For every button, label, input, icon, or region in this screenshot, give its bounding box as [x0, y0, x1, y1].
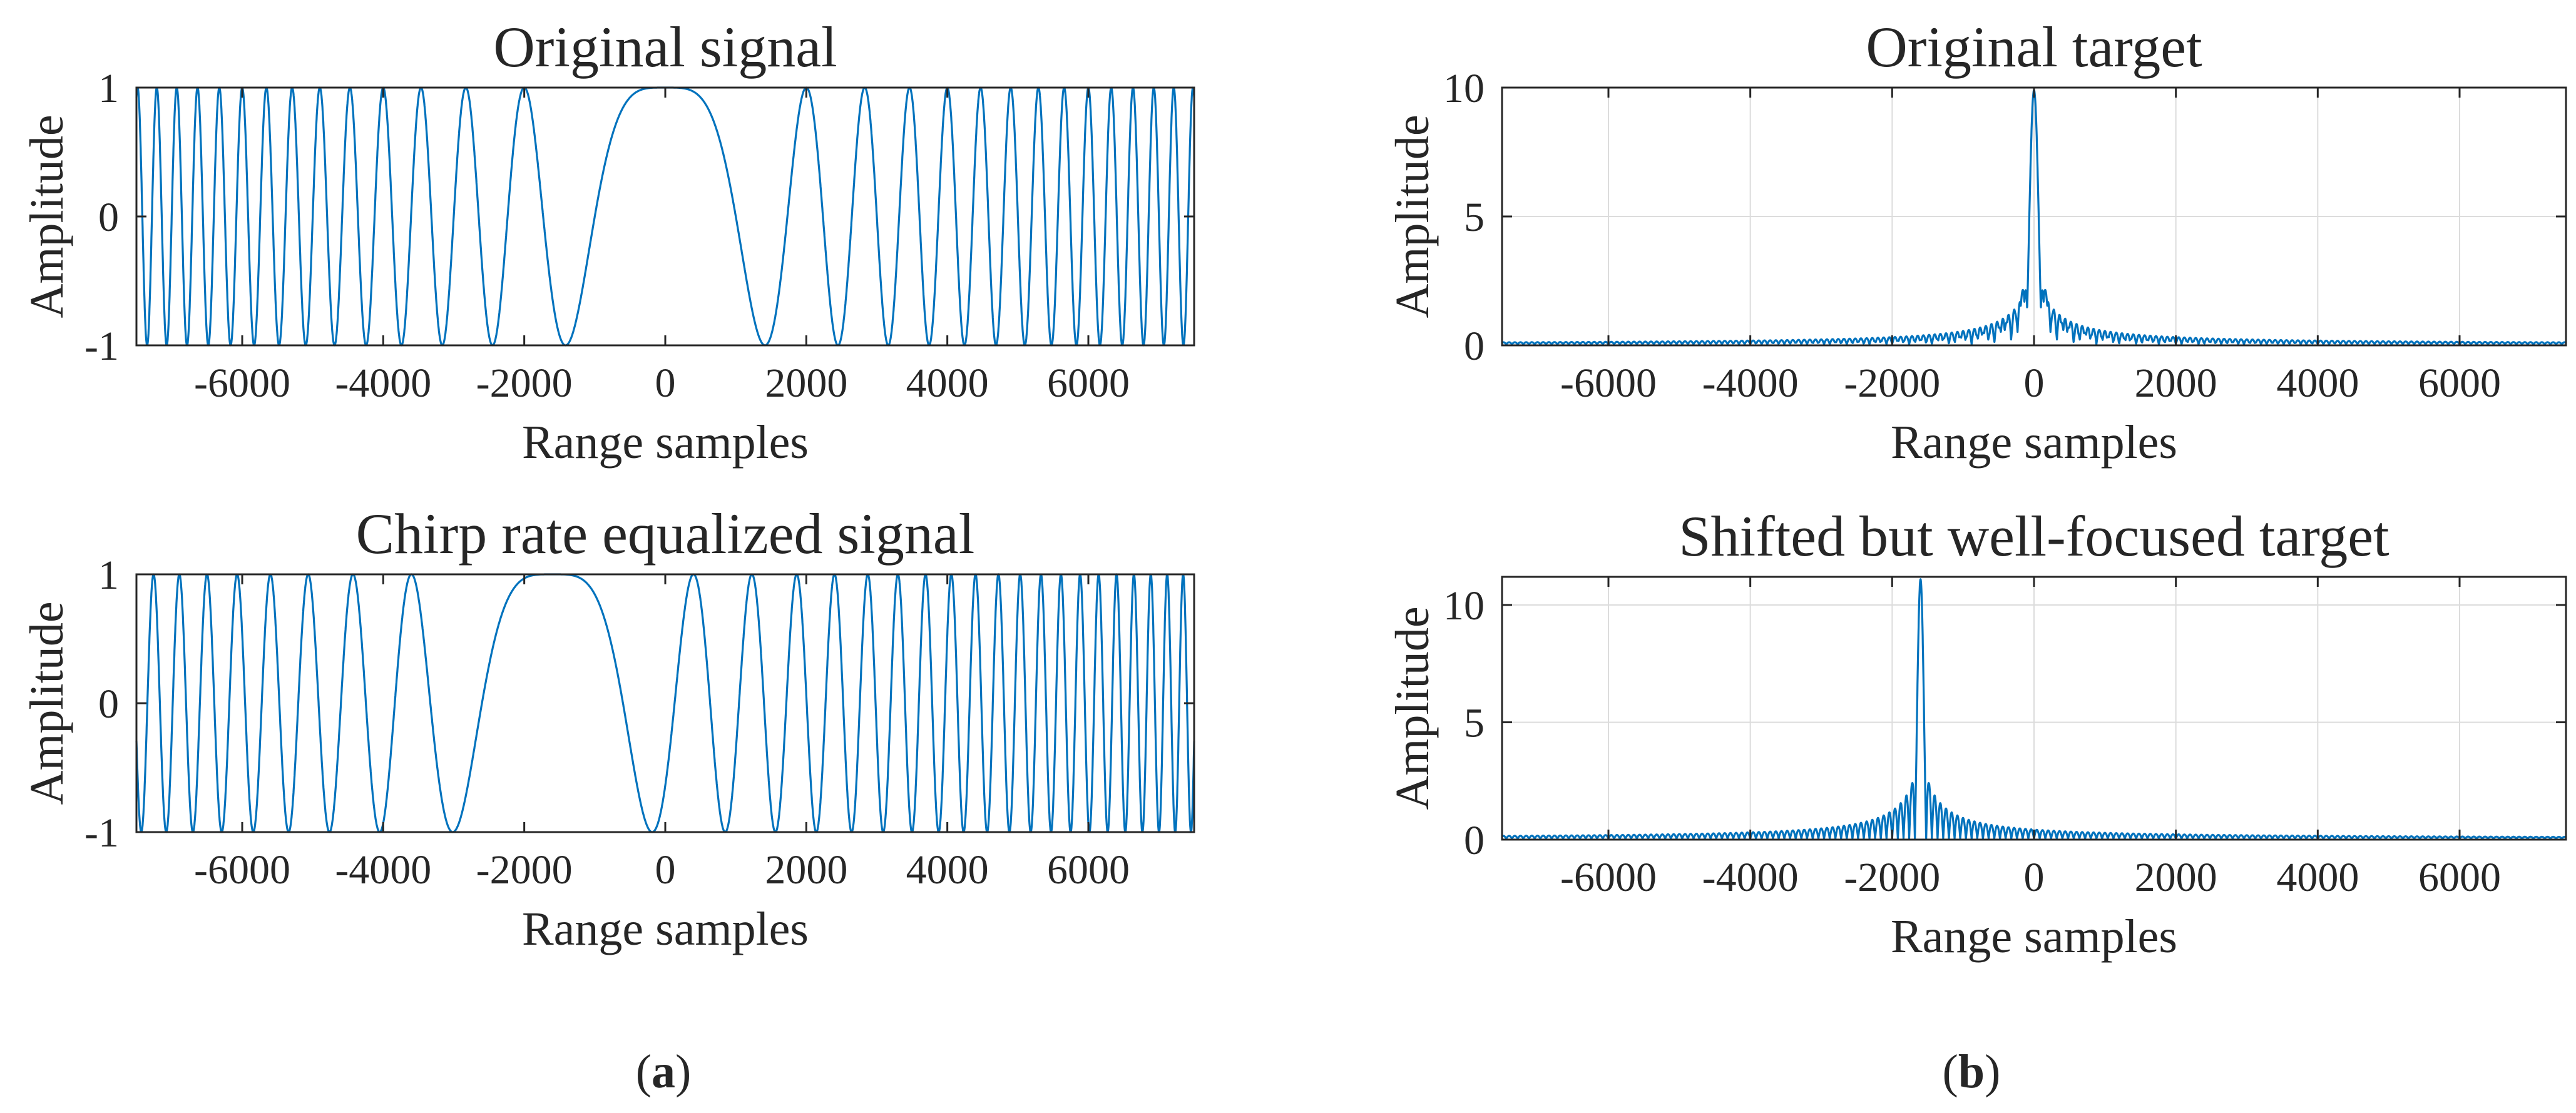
- x-tick-label: -4000: [335, 360, 431, 406]
- x-tick-label: -4000: [1702, 855, 1799, 900]
- chart-a1: -6000 -4000 -2000 0 2000 4000 6000 -1 0 1 Original…: [21, 15, 1195, 469]
- chart-b2: -6000 -4000 -2000 0 2000 4000 6000 0 5 10 Shifted …: [1386, 504, 2567, 963]
- x-tick-label: 0: [2024, 855, 2045, 900]
- x-tick-label: 6000: [2418, 855, 2501, 900]
- chart-a2: -6000 -4000 -2000 0 2000 4000 6000 -1 0 1 Chirp ra…: [21, 502, 1195, 955]
- x-tick-label: 2000: [765, 847, 847, 893]
- x-tick-label: 0: [655, 847, 676, 893]
- x-tick-label: 4000: [906, 360, 989, 406]
- x-tick-label: 6000: [1047, 847, 1130, 893]
- y-tick-label: 5: [1464, 195, 1485, 240]
- y-axis-label: Amplitude: [21, 114, 73, 318]
- x-tick-label: 2000: [765, 360, 847, 406]
- x-tick-label: -4000: [1702, 360, 1799, 406]
- y-tick-label: 0: [98, 195, 119, 240]
- x-tick-label: 0: [2024, 360, 2045, 406]
- y-tick-label: 1: [98, 552, 119, 598]
- y-tick-label: 0: [98, 681, 119, 727]
- y-tick-label: -1: [84, 323, 119, 369]
- y-tick-label: 5: [1464, 701, 1485, 746]
- x-tick-label: 0: [655, 360, 676, 406]
- y-tick-label: 10: [1443, 66, 1485, 111]
- chart-b1: -6000 -4000 -2000 0 2000 4000 6000 0 5 10 Original…: [1386, 15, 2567, 469]
- x-tick-label: 4000: [2276, 855, 2359, 900]
- x-tick-label: -2000: [1844, 855, 1940, 900]
- y-axis-label: Amplitude: [21, 601, 73, 805]
- x-tick-label: -4000: [335, 847, 431, 893]
- x-tick-label: -2000: [476, 847, 573, 893]
- chart-title: Original target: [1866, 15, 2202, 79]
- x-tick-label: 2000: [2135, 855, 2217, 900]
- x-axis-label: Range samples: [522, 903, 809, 955]
- x-tick-label: 6000: [1047, 360, 1130, 406]
- plots-layer: -6000 -4000 -2000 0 2000 4000 6000 -1 0 1 Original…: [21, 15, 2567, 963]
- x-tick-label: 6000: [2418, 360, 2501, 406]
- x-tick-label: -6000: [194, 360, 290, 406]
- x-axis-label: Range samples: [1891, 416, 2177, 469]
- panel-label-a: (a): [636, 1045, 692, 1098]
- x-axis-label: Range samples: [522, 416, 809, 469]
- y-tick-label: 1: [98, 66, 119, 111]
- x-tick-label: 4000: [906, 847, 989, 893]
- panel-label-b: (b): [1943, 1045, 2001, 1098]
- y-tick-label: -1: [84, 810, 119, 856]
- x-axis-label: Range samples: [1891, 910, 2177, 963]
- y-tick-label: 0: [1464, 323, 1485, 369]
- x-tick-label: -2000: [1844, 360, 1940, 406]
- y-tick-label: 0: [1464, 818, 1485, 863]
- x-tick-label: 4000: [2276, 360, 2359, 406]
- y-axis-label: Amplitude: [1386, 114, 1439, 318]
- y-axis-label: Amplitude: [1386, 606, 1439, 810]
- x-tick-label: -2000: [476, 360, 573, 406]
- x-tick-label: -6000: [194, 847, 290, 893]
- series-line-a2: [135, 573, 1195, 833]
- chart-title: Chirp rate equalized signal: [356, 502, 975, 566]
- chart-title: Original signal: [493, 15, 837, 79]
- x-tick-label: -6000: [1560, 360, 1657, 406]
- series-line-a1: [135, 86, 1195, 347]
- x-tick-label: -6000: [1560, 855, 1657, 900]
- chart-title: Shifted but well-focused target: [1679, 504, 2389, 568]
- y-tick-label: 10: [1443, 583, 1485, 629]
- x-tick-label: 2000: [2135, 360, 2217, 406]
